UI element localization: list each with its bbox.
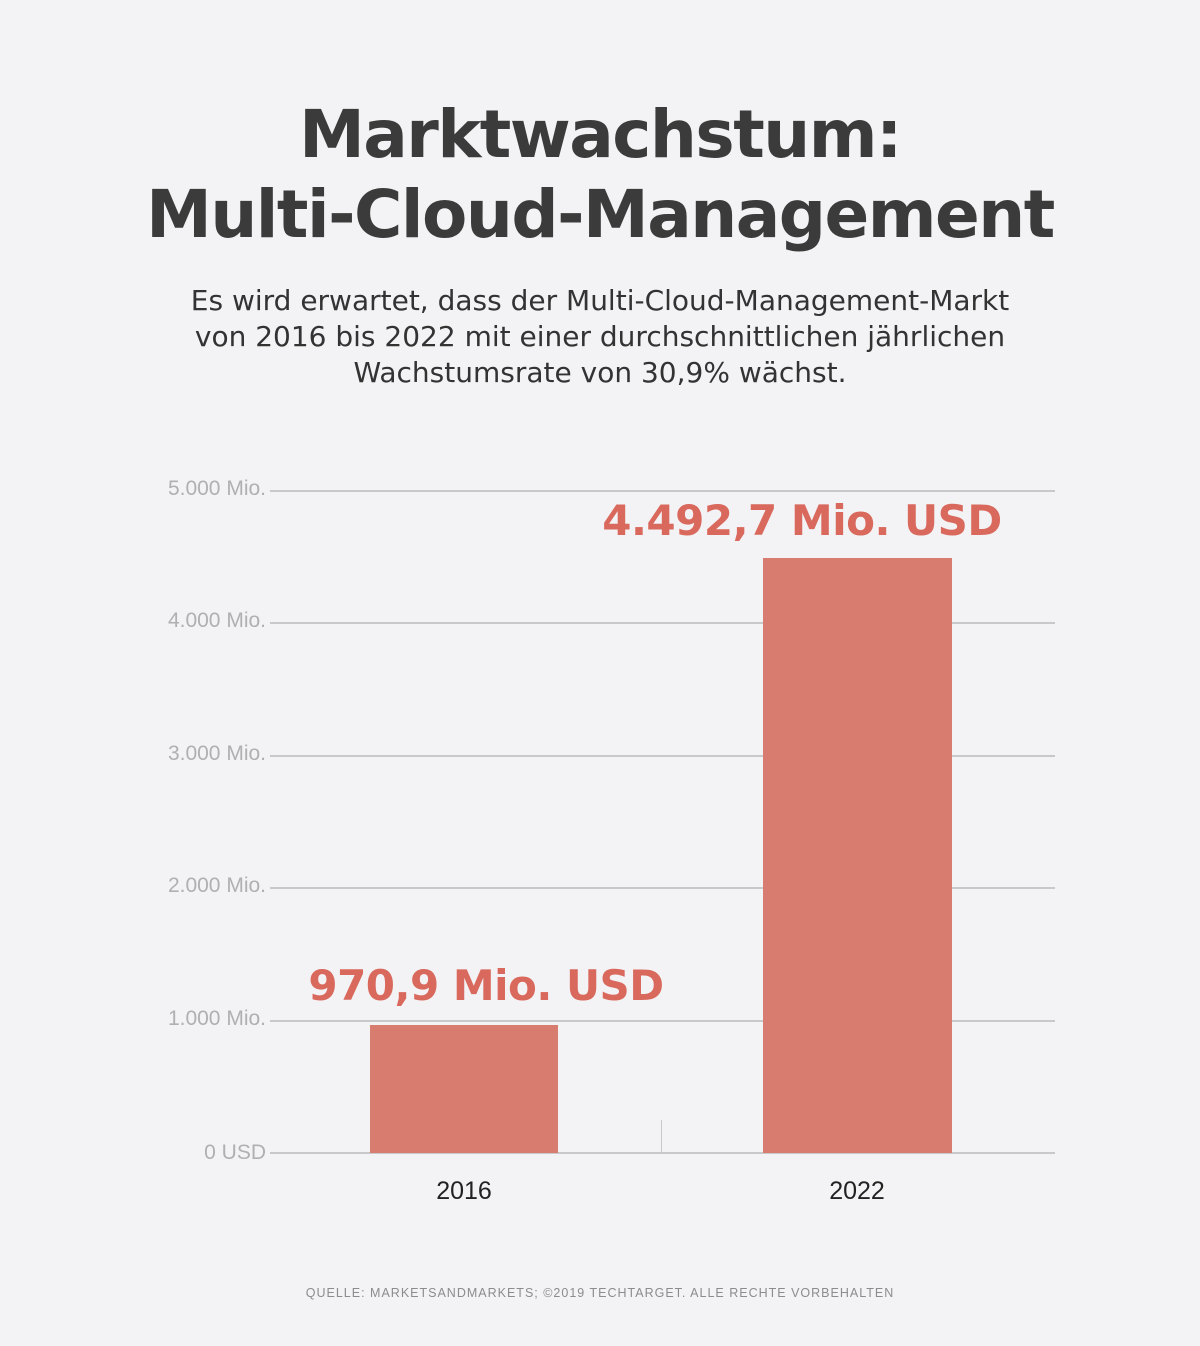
x-tick-label-2016: 2016 [436, 1177, 492, 1205]
value-label-2022: 4.492,7 Mio. USD [602, 496, 1002, 545]
gridline-2000 [270, 887, 1055, 889]
category-divider-tick [661, 1120, 662, 1154]
gridline-5000 [270, 490, 1055, 492]
title-line-2: Multi-Cloud-Management [146, 176, 1055, 253]
chart-subtitle: Es wird erwartet, dass der Multi-Cloud-M… [0, 283, 1200, 391]
gridline-3000 [270, 755, 1055, 757]
subtitle-line-1: Es wird erwartet, dass der Multi-Cloud-M… [190, 284, 1010, 317]
y-tick-label: 1.000 Mio. [167, 1007, 266, 1030]
y-tick-label: 0 USD [204, 1141, 266, 1164]
gridline-1000 [270, 1020, 1055, 1022]
bar-2022 [763, 558, 952, 1153]
bar-2016 [370, 1025, 558, 1153]
value-label-2016: 970,9 Mio. USD [308, 961, 664, 1010]
x-tick-label-2022: 2022 [829, 1177, 885, 1205]
gridline-4000 [270, 622, 1055, 624]
y-tick-label: 4.000 Mio. [167, 609, 266, 632]
subtitle-line-2: von 2016 bis 2022 mit einer durchschnitt… [194, 320, 1006, 353]
y-tick-label: 5.000 Mio. [167, 477, 266, 500]
y-tick-label: 3.000 Mio. [167, 742, 266, 765]
subtitle-line-3: Wachstumsrate von 30,9% wächst. [353, 356, 847, 389]
title-line-1: Marktwachstum: [299, 96, 902, 173]
source-note: QUELLE: MARKETSANDMARKETS; ©2019 TECHTAR… [305, 1286, 895, 1300]
x-axis-baseline [270, 1152, 1055, 1154]
chart-title: Marktwachstum: Multi-Cloud-Management [0, 95, 1200, 255]
y-tick-label: 2.000 Mio. [167, 874, 266, 897]
